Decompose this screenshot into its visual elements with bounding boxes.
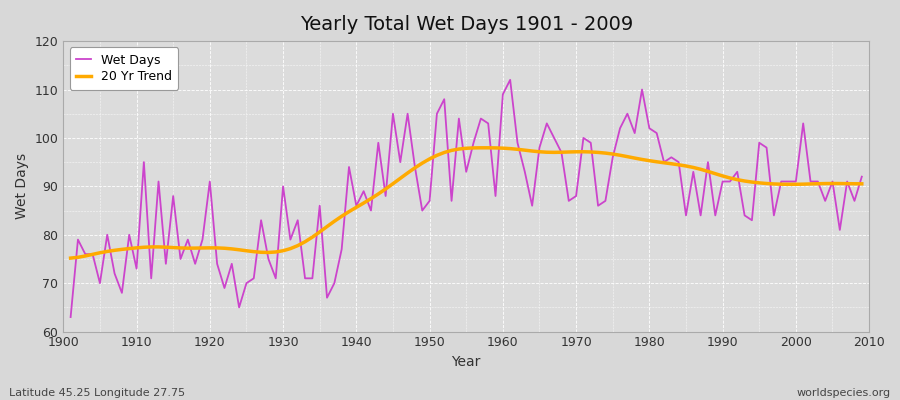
- Line: Wet Days: Wet Days: [70, 80, 862, 317]
- X-axis label: Year: Year: [452, 355, 481, 369]
- 20 Yr Trend: [124, 246, 135, 251]
- 20 Yr Trend: [482, 146, 493, 150]
- Wet Days: [65, 315, 76, 320]
- 20 Yr Trend: [593, 150, 604, 155]
- Y-axis label: Wet Days: Wet Days: [15, 153, 29, 220]
- Wet Days: [491, 194, 501, 198]
- Wet Days: [328, 281, 339, 286]
- Wet Days: [593, 203, 604, 208]
- 20 Yr Trend: [328, 219, 339, 224]
- Title: Yearly Total Wet Days 1901 - 2009: Yearly Total Wet Days 1901 - 2009: [300, 15, 633, 34]
- Wet Days: [505, 78, 516, 82]
- 20 Yr Trend: [857, 182, 868, 186]
- 20 Yr Trend: [498, 146, 508, 150]
- Line: 20 Yr Trend: 20 Yr Trend: [70, 148, 862, 258]
- Legend: Wet Days, 20 Yr Trend: Wet Days, 20 Yr Trend: [69, 47, 178, 90]
- Wet Days: [124, 232, 135, 237]
- Wet Days: [857, 174, 868, 179]
- Text: worldspecies.org: worldspecies.org: [796, 388, 891, 398]
- 20 Yr Trend: [65, 256, 76, 260]
- Wet Days: [498, 92, 508, 97]
- Text: Latitude 45.25 Longitude 27.75: Latitude 45.25 Longitude 27.75: [9, 388, 185, 398]
- 20 Yr Trend: [285, 246, 296, 251]
- 20 Yr Trend: [505, 146, 516, 151]
- Wet Days: [285, 237, 296, 242]
